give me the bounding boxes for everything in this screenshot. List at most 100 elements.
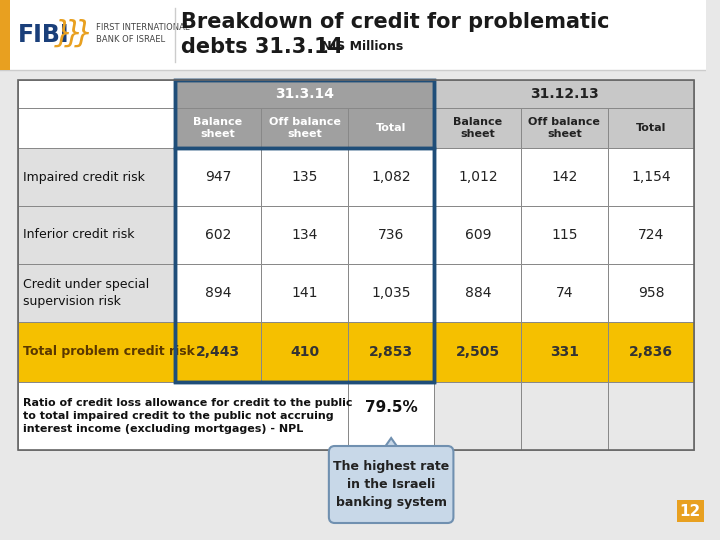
Text: 79.5%: 79.5%: [365, 401, 418, 415]
Bar: [174, 206, 261, 264]
Bar: [261, 148, 348, 206]
Bar: [174, 322, 261, 382]
Text: Off balance
sheet: Off balance sheet: [528, 117, 600, 139]
Polygon shape: [382, 438, 401, 452]
Bar: [608, 264, 694, 322]
Text: Breakdown of credit for problematic: Breakdown of credit for problematic: [181, 12, 610, 32]
Bar: [608, 322, 694, 382]
Text: 894: 894: [204, 286, 231, 300]
Bar: [348, 322, 434, 382]
Text: 2,443: 2,443: [196, 345, 240, 359]
Text: Balance
sheet: Balance sheet: [453, 117, 503, 139]
Text: BANK OF ISRAEL: BANK OF ISRAEL: [96, 36, 165, 44]
Text: 74: 74: [556, 286, 573, 300]
Text: 410: 410: [290, 345, 319, 359]
Text: 134: 134: [292, 228, 318, 242]
Bar: [521, 206, 608, 264]
Text: 331: 331: [550, 345, 579, 359]
Text: debts 31.3.14: debts 31.3.14: [181, 37, 343, 57]
Bar: [18, 264, 174, 322]
Bar: [677, 500, 704, 522]
Text: 12: 12: [680, 503, 701, 518]
Bar: [521, 264, 608, 322]
Bar: [521, 148, 608, 206]
Text: 2,505: 2,505: [456, 345, 500, 359]
Bar: [434, 382, 521, 450]
Text: 1,035: 1,035: [372, 286, 411, 300]
Text: 142: 142: [552, 170, 577, 184]
Bar: [174, 148, 261, 206]
Text: Impaired credit risk: Impaired credit risk: [22, 171, 145, 184]
Text: NIS Millions: NIS Millions: [317, 40, 403, 53]
Text: 1,012: 1,012: [458, 170, 498, 184]
Bar: [348, 108, 434, 148]
Text: 2,853: 2,853: [369, 345, 413, 359]
Text: 1,154: 1,154: [631, 170, 671, 184]
Text: 31.12.13: 31.12.13: [530, 87, 599, 101]
Bar: [174, 264, 261, 322]
Text: 602: 602: [204, 228, 231, 242]
Text: 958: 958: [638, 286, 665, 300]
Text: Ratio of credit loss allowance for credit to the public
to total impaired credit: Ratio of credit loss allowance for credi…: [22, 398, 352, 434]
Bar: [174, 108, 261, 148]
Text: 2,836: 2,836: [629, 345, 673, 359]
Bar: [261, 108, 348, 148]
Bar: [521, 382, 608, 450]
Text: 135: 135: [292, 170, 318, 184]
Bar: [18, 108, 174, 148]
Text: 1,082: 1,082: [372, 170, 411, 184]
Text: 115: 115: [551, 228, 577, 242]
Bar: [18, 80, 174, 108]
Bar: [18, 148, 174, 206]
Bar: [434, 322, 521, 382]
Bar: [608, 206, 694, 264]
Text: Total: Total: [376, 123, 406, 133]
Bar: [521, 322, 608, 382]
Text: 884: 884: [464, 286, 491, 300]
Bar: [434, 264, 521, 322]
Bar: [608, 148, 694, 206]
Bar: [348, 206, 434, 264]
Text: Total problem credit risk: Total problem credit risk: [22, 346, 194, 359]
Bar: [174, 80, 434, 108]
Bar: [18, 206, 174, 264]
Bar: [608, 382, 694, 450]
Bar: [174, 80, 434, 382]
Text: 31.3.14: 31.3.14: [275, 87, 334, 101]
Text: The highest rate
in the Israeli
banking system: The highest rate in the Israeli banking …: [333, 460, 449, 509]
Text: FIBI: FIBI: [18, 23, 69, 47]
Bar: [383, 450, 399, 454]
Bar: [348, 382, 434, 450]
Text: }: }: [64, 18, 83, 48]
Text: }: }: [73, 18, 93, 48]
Text: FIRST INTERNATIONAL: FIRST INTERNATIONAL: [96, 24, 189, 32]
Bar: [18, 322, 174, 382]
Bar: [608, 108, 694, 148]
Bar: [174, 148, 434, 382]
Bar: [261, 322, 348, 382]
Text: Total: Total: [636, 123, 666, 133]
Text: Inferior credit risk: Inferior credit risk: [22, 228, 134, 241]
Text: }: }: [54, 18, 73, 48]
Bar: [434, 148, 521, 206]
Bar: [174, 80, 434, 148]
Bar: [18, 80, 694, 450]
Bar: [434, 108, 521, 148]
Bar: [18, 382, 348, 450]
Bar: [348, 148, 434, 206]
Bar: [261, 264, 348, 322]
Text: 141: 141: [292, 286, 318, 300]
Text: 609: 609: [464, 228, 491, 242]
Text: 947: 947: [204, 170, 231, 184]
Bar: [521, 108, 608, 148]
Bar: [434, 80, 694, 108]
Text: Balance
sheet: Balance sheet: [194, 117, 243, 139]
Text: 736: 736: [378, 228, 405, 242]
Bar: [0, 0, 706, 70]
Bar: [348, 264, 434, 322]
Bar: [434, 206, 521, 264]
FancyBboxPatch shape: [329, 446, 454, 523]
Text: 724: 724: [638, 228, 664, 242]
Bar: [261, 206, 348, 264]
Text: Credit under special
supervision risk: Credit under special supervision risk: [22, 278, 149, 308]
